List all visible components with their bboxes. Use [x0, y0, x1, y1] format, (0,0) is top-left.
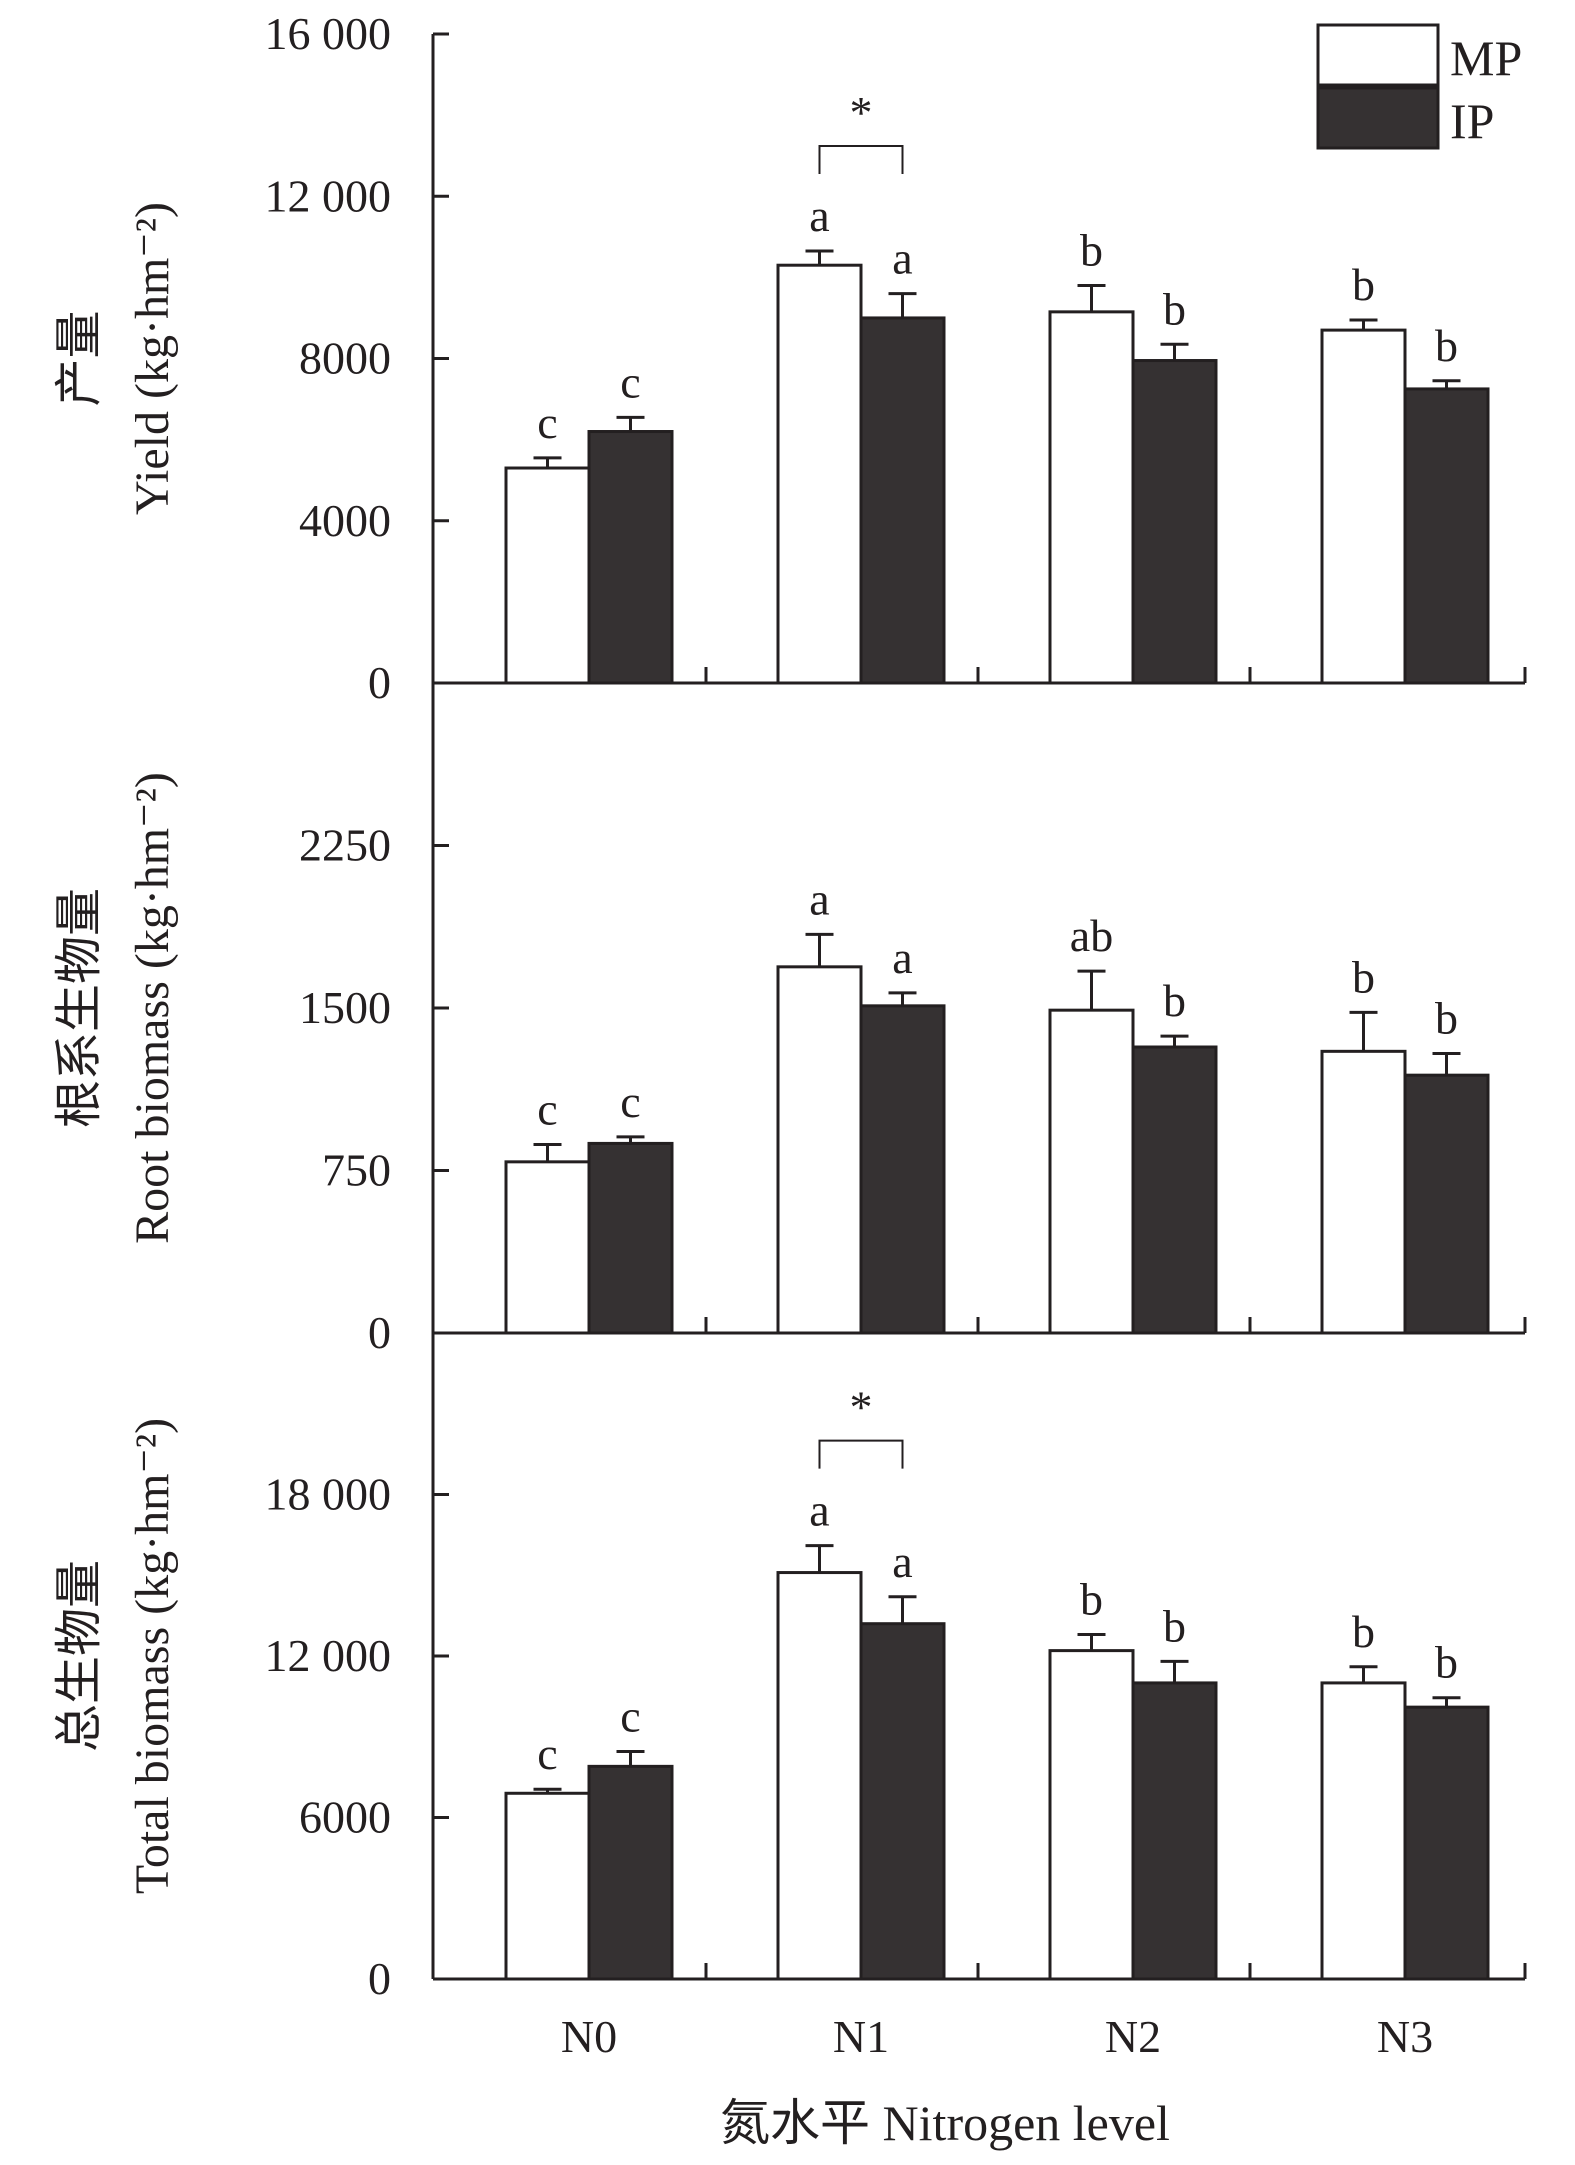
- y-tick-label: 12 000: [265, 170, 392, 221]
- x-axis-title: 氮水平 Nitrogen level: [720, 2095, 1170, 2151]
- bar-IP-N3: [1403, 1705, 1490, 1981]
- x-tick-label-N3: N3: [1377, 2011, 1433, 2062]
- significance-label: c: [620, 1076, 640, 1127]
- bar-MP-N0: [504, 1160, 591, 1335]
- y-axis-title: Total biomass (kg·hm⁻²): [126, 1418, 179, 1894]
- significance-label: c: [537, 397, 557, 448]
- bar-IP-N3: [1403, 1073, 1490, 1335]
- y-tick-label: 12 000: [265, 1630, 392, 1681]
- y-axis-title: 根系生物量: [53, 888, 106, 1128]
- significance-label: b: [1435, 993, 1458, 1044]
- bar-IP-N2: [1131, 1681, 1218, 1981]
- bar-IP-N3: [1403, 387, 1490, 685]
- significance-label: b: [1080, 1573, 1103, 1624]
- significance-bracket: [818, 1439, 904, 1469]
- significance-label: b: [1352, 951, 1375, 1002]
- x-tick-label-N2: N2: [1105, 2011, 1161, 2062]
- significance-label: c: [620, 356, 640, 407]
- significance-bracket: [818, 145, 904, 175]
- y-axis-title: 产量: [53, 310, 106, 406]
- y-tick-label: 750: [322, 1145, 391, 1196]
- x-tick-label-N0: N0: [561, 2011, 617, 2062]
- bar-MP-N3: [1320, 328, 1407, 685]
- significance-label: b: [1352, 1606, 1375, 1657]
- y-tick-label: 0: [368, 657, 391, 708]
- bar-IP-N2: [1131, 1045, 1218, 1335]
- bar-IP-N1: [859, 1622, 946, 1981]
- y-axis-title: 总生物量: [53, 1560, 106, 1752]
- panel-3: 0 6000 12 000 18 000 总生物量 Total biomass (kg·h…: [53, 1333, 1527, 2004]
- significance-label: a: [809, 873, 829, 924]
- significance-label: b: [1163, 975, 1186, 1026]
- significance-label: a: [892, 932, 912, 983]
- bar-MP-N3: [1320, 1681, 1407, 1981]
- legend-swatch-MP: [1316, 23, 1440, 87]
- significance-label: a: [809, 190, 829, 241]
- significance-label: b: [1352, 259, 1375, 310]
- y-tick-label: 16 000: [265, 8, 392, 59]
- bar-IP-N0: [587, 430, 674, 685]
- significance-star: *: [850, 87, 873, 138]
- panel-1: 0 4000 8000 12 000 16 000 产量 Yield (kg·hm⁻²) c c…: [53, 8, 1527, 708]
- legend-swatch-IP: [1316, 86, 1440, 150]
- bar-MP-N1: [776, 1571, 863, 1981]
- bar-IP-N2: [1131, 359, 1218, 685]
- panel-2: 0 750 1500 2250 根系生物量 Root biomass (kg·hm⁻²) c…: [53, 683, 1527, 1358]
- legend-label-IP: IP: [1450, 93, 1494, 149]
- significance-label: c: [620, 1691, 640, 1742]
- y-axis-title: Root biomass (kg·hm⁻²): [126, 772, 179, 1244]
- bar-IP-N1: [859, 316, 946, 685]
- significance-label: b: [1435, 320, 1458, 371]
- x-tick-label-N1: N1: [833, 2011, 889, 2062]
- bar-MP-N2: [1048, 1008, 1135, 1335]
- bar-IP-N0: [587, 1141, 674, 1335]
- significance-label: a: [892, 233, 912, 284]
- significance-label: a: [892, 1536, 912, 1587]
- significance-label: c: [537, 1728, 557, 1779]
- significance-label: a: [809, 1485, 829, 1536]
- y-tick-label: 2250: [299, 820, 391, 871]
- y-tick-label: 18 000: [265, 1469, 392, 1520]
- bar-MP-N2: [1048, 1649, 1135, 1981]
- significance-label: b: [1435, 1637, 1458, 1688]
- significance-label: b: [1163, 283, 1186, 334]
- bar-MP-N1: [776, 965, 863, 1335]
- significance-label: b: [1080, 224, 1103, 275]
- y-tick-label: 0: [368, 1307, 391, 1358]
- y-tick-label: 6000: [299, 1792, 391, 1843]
- significance-label: b: [1163, 1600, 1186, 1651]
- significance-star: *: [850, 1382, 873, 1433]
- y-axis-title: Yield (kg·hm⁻²): [126, 202, 179, 515]
- bar-MP-N2: [1048, 310, 1135, 685]
- y-tick-label: 8000: [299, 333, 391, 384]
- bar-MP-N1: [776, 263, 863, 685]
- bar-MP-N0: [504, 1791, 591, 1981]
- significance-label: ab: [1070, 910, 1113, 961]
- bar-MP-N0: [504, 466, 591, 685]
- significance-label: c: [537, 1084, 557, 1135]
- x-axis: N0 N1 N2 N3: [561, 2011, 1433, 2062]
- plots: 0 4000 8000 12 000 16 000 产量 Yield (kg·hm⁻²) c c…: [53, 8, 1527, 2004]
- legend: MP IP: [1316, 23, 1522, 150]
- bar-IP-N0: [587, 1764, 674, 1981]
- legend-label-MP: MP: [1450, 30, 1522, 86]
- bar-IP-N1: [859, 1004, 946, 1335]
- y-tick-label: 1500: [299, 982, 391, 1033]
- y-tick-label: 0: [368, 1953, 391, 2004]
- y-tick-label: 4000: [299, 495, 391, 546]
- bar-MP-N3: [1320, 1049, 1407, 1335]
